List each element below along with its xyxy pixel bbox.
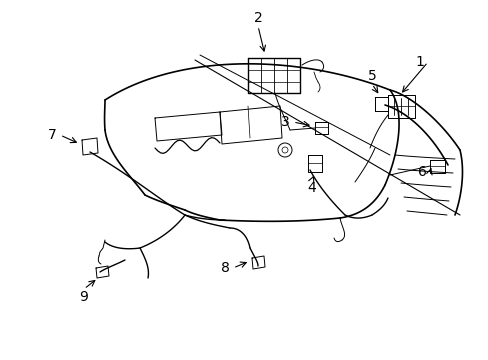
Text: 9: 9 (80, 290, 88, 304)
Text: 7: 7 (47, 128, 56, 142)
Text: 6: 6 (417, 165, 426, 179)
Text: 3: 3 (280, 115, 289, 129)
Text: 5: 5 (367, 69, 376, 83)
Text: 4: 4 (307, 181, 316, 195)
Text: 1: 1 (415, 55, 424, 69)
Text: 2: 2 (253, 11, 262, 25)
Text: 8: 8 (220, 261, 229, 275)
